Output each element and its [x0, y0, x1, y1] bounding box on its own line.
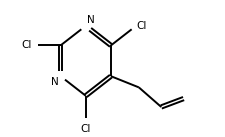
Text: N: N	[51, 77, 59, 87]
Text: Cl: Cl	[136, 21, 146, 31]
Text: Cl: Cl	[80, 124, 90, 134]
Text: Cl: Cl	[21, 40, 32, 50]
Text: N: N	[87, 15, 94, 25]
